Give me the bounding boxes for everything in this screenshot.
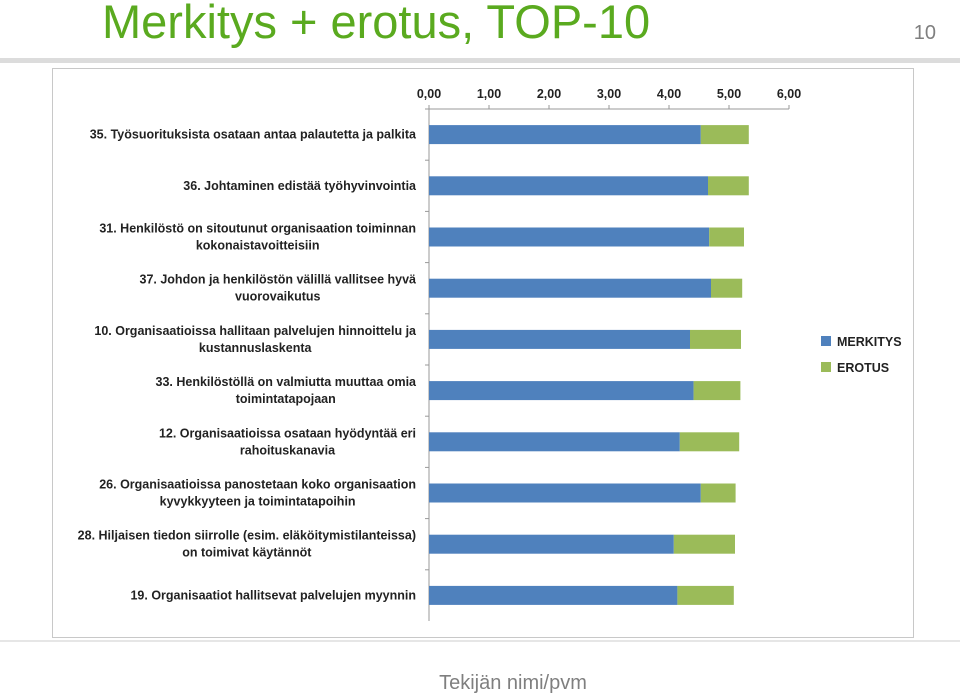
x-tick-label: 1,00 [477, 87, 501, 101]
bar-erotus [708, 176, 749, 196]
category-label: 36. Johtaminen edistää työhyvinvointia [183, 179, 417, 193]
x-tick-label: 0,00 [417, 87, 441, 101]
chart-frame: 0,00 1,00 2,00 3,00 4,00 5,00 6,00 35. Työsuori… [52, 68, 914, 638]
slide-title: Merkitys + erotus, TOP-10 [102, 0, 651, 48]
category-label: 33. Henkilöstöllä on valmiutta muuttaa o… [156, 375, 418, 389]
x-tick-label: 6,00 [777, 87, 801, 101]
bar-erotus [693, 381, 741, 401]
title-divider [0, 58, 960, 63]
bar-merkitys [429, 432, 680, 452]
bar-merkitys [429, 176, 708, 196]
legend-label-erotus: EROTUS [837, 361, 889, 375]
bar-merkitys [429, 534, 674, 554]
x-tick-label: 5,00 [717, 87, 741, 101]
bar-erotus [709, 227, 744, 247]
category-label-continuation: on toimivat käytännöt [182, 546, 312, 560]
category-label-continuation: kyvykkyyteen ja toimintatapoihin [160, 495, 356, 509]
category-label-continuation: rahoituskanavia [240, 443, 336, 457]
bar-merkitys [429, 125, 701, 145]
bar-merkitys [429, 585, 678, 605]
bar-merkitys [429, 329, 690, 349]
bar-erotus [700, 125, 749, 145]
bar-merkitys [429, 483, 701, 503]
category-label: 35. Työsuorituksista osataan antaa palau… [90, 128, 417, 142]
category-label-continuation: kokonaistavoitteisiin [196, 239, 320, 253]
bar-erotus [679, 432, 740, 452]
footer-divider [0, 640, 960, 642]
category-label: 12. Organisaatioissa osataan hyödyntää e… [159, 426, 416, 440]
category-label: 19. Organisaatiot hallitsevat palvelujen… [130, 588, 416, 602]
bar-merkitys [429, 381, 694, 401]
bar-erotus [677, 585, 734, 605]
bar-erotus [673, 534, 735, 554]
x-tick-label: 3,00 [597, 87, 621, 101]
bar-erotus [690, 329, 741, 349]
bar-merkitys [429, 278, 711, 298]
page-number: 10 [913, 22, 936, 44]
legend-swatch-merkitys [821, 336, 831, 346]
category-label-continuation: vuorovaikutus [235, 290, 320, 304]
bar-chart: 0,00 1,00 2,00 3,00 4,00 5,00 6,00 35. Työsuori… [78, 87, 902, 621]
category-label-continuation: kustannuslaskenta [199, 341, 313, 355]
category-label: 28. Hiljaisen tiedon siirrolle (esim. el… [78, 529, 416, 543]
footer-text: Tekijän nimi/pvm [439, 672, 587, 694]
x-tick-label: 2,00 [537, 87, 561, 101]
bar-merkitys [429, 227, 710, 247]
bar-erotus [711, 278, 743, 298]
bar-erotus [700, 483, 736, 503]
category-label-continuation: toimintatapojaan [236, 392, 336, 406]
legend-swatch-erotus [821, 362, 831, 372]
category-label: 31. Henkilöstö on sitoutunut organisaati… [99, 222, 416, 236]
x-tick-label: 4,00 [657, 87, 681, 101]
category-label: 26. Organisaatioissa panostetaan koko or… [99, 478, 416, 492]
legend-label-merkitys: MERKITYS [837, 335, 902, 349]
category-label: 37. Johdon ja henkilöstön välillä vallit… [140, 273, 417, 287]
category-label: 10. Organisaatioissa hallitaan palveluje… [94, 324, 417, 338]
